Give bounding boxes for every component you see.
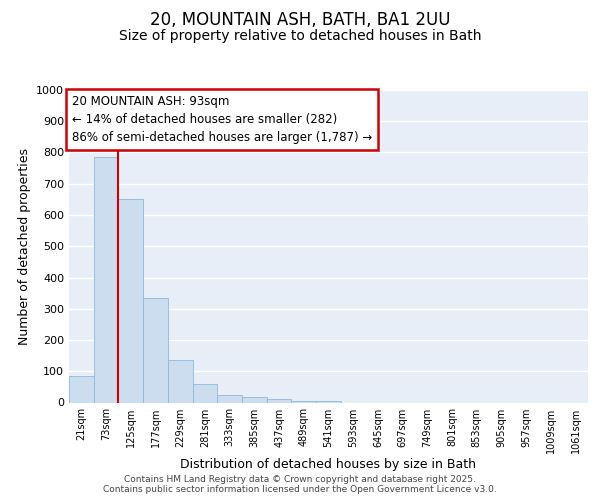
Bar: [168, 360, 193, 403]
Text: Contains HM Land Registry data © Crown copyright and database right 2025.
Contai: Contains HM Land Registry data © Crown c…: [103, 474, 497, 494]
Bar: [69, 376, 94, 402]
Bar: [316, 401, 341, 402]
Bar: [242, 397, 267, 402]
Y-axis label: Number of detached properties: Number of detached properties: [17, 148, 31, 345]
Bar: [292, 401, 316, 402]
Bar: [193, 384, 217, 402]
X-axis label: Distribution of detached houses by size in Bath: Distribution of detached houses by size …: [181, 458, 476, 471]
Bar: [267, 400, 292, 402]
Text: Size of property relative to detached houses in Bath: Size of property relative to detached ho…: [119, 29, 481, 43]
Text: 20, MOUNTAIN ASH, BATH, BA1 2UU: 20, MOUNTAIN ASH, BATH, BA1 2UU: [150, 11, 450, 29]
Text: 20 MOUNTAIN ASH: 93sqm
← 14% of detached houses are smaller (282)
86% of semi-de: 20 MOUNTAIN ASH: 93sqm ← 14% of detached…: [71, 94, 372, 144]
Bar: [217, 394, 242, 402]
Bar: [94, 157, 118, 402]
Bar: [118, 200, 143, 402]
Bar: [143, 298, 168, 403]
